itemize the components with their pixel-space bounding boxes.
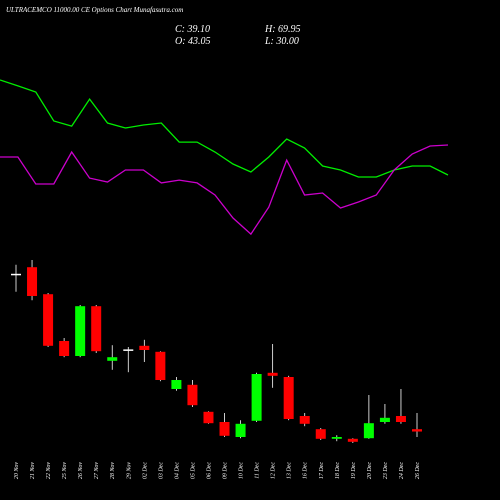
x-tick-label: 21 Nov: [30, 462, 36, 480]
candle-body: [379, 417, 390, 422]
x-tick-label: 23 Dec: [383, 462, 389, 479]
candle-body: [363, 423, 374, 439]
chart-title: ULTRACEMCO 11000.00 CE Options Chart Mun…: [6, 6, 183, 14]
candle-body: [171, 380, 182, 389]
x-tick-label: 20 Dec: [367, 462, 373, 479]
x-tick-label: 29 Nov: [126, 462, 132, 480]
stat: H: 69.95: [264, 24, 301, 35]
candle-body: [251, 374, 262, 421]
x-tick-label: 10 Dec: [239, 462, 245, 479]
candle-body: [235, 423, 246, 437]
x-tick-label: 28 Nov: [110, 462, 116, 480]
x-tick-label: 12 Dec: [271, 462, 277, 479]
x-tick-label: 09 Dec: [223, 462, 229, 479]
x-tick-label: 26 Nov: [78, 462, 84, 480]
x-tick-label: 18 Dec: [335, 462, 341, 479]
x-tick-label: 22 Nov: [46, 462, 52, 480]
candle-body: [395, 416, 406, 422]
x-tick-label: 26 Dec: [415, 462, 421, 479]
candle-body: [267, 372, 278, 376]
indicator-line: [0, 79, 449, 178]
candle-body: [59, 341, 70, 356]
stat: O: 43.05: [175, 36, 211, 47]
candle-body: [139, 345, 150, 350]
x-tick-label: 04 Dec: [173, 462, 180, 479]
candle-body: [43, 294, 54, 346]
candle-body: [11, 273, 21, 276]
candle-body: [347, 438, 358, 442]
x-tick-label: 27 Nov: [94, 462, 100, 480]
stat: C: 39.10: [175, 24, 210, 35]
candle-body: [123, 349, 134, 351]
indicator-line: [0, 144, 449, 236]
x-tick-label: 20 Nov: [14, 462, 20, 480]
candle-body: [107, 357, 118, 361]
candle-body: [203, 411, 214, 424]
candle-body: [331, 437, 342, 439]
x-tick-label: 02 Dec: [142, 462, 148, 479]
candle-body: [412, 429, 422, 432]
x-tick-label: 06 Dec: [206, 462, 212, 479]
x-tick-label: 24 Dec: [398, 462, 405, 479]
candle-body: [315, 429, 326, 439]
candle-body: [283, 377, 294, 419]
candle-body: [75, 306, 86, 356]
x-tick-label: 13 Dec: [287, 462, 293, 479]
candle-body: [299, 416, 310, 424]
candle-body: [27, 267, 38, 296]
x-tick-label: 25 Nov: [62, 462, 68, 480]
x-tick-label: 03 Dec: [158, 462, 164, 479]
candle-body: [219, 422, 230, 436]
candle-body: [187, 384, 198, 406]
x-tick-label: 16 Dec: [303, 462, 309, 479]
x-tick-label: 17 Dec: [319, 462, 325, 479]
candle-body: [155, 351, 166, 380]
x-tick-label: 11 Dec: [255, 462, 261, 479]
x-tick-label: 19 Dec: [351, 462, 357, 479]
candle-body: [91, 306, 102, 352]
stat: L: 30.00: [264, 36, 299, 47]
x-tick-label: 05 Dec: [190, 462, 196, 479]
